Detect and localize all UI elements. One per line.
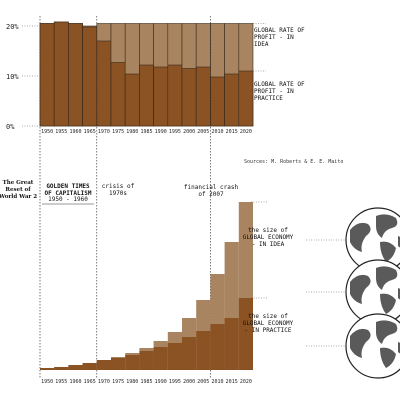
- bar-practice: [96, 360, 111, 370]
- x-tick-label: 1975: [112, 129, 124, 135]
- bar-practice: [53, 21, 69, 127]
- bar-practice: [167, 343, 182, 370]
- bar-practice: [40, 368, 55, 370]
- bar-practice: [195, 66, 211, 127]
- legend-profit-idea: GLOBAL RATE OF PROFIT - IN IDEA: [254, 27, 305, 48]
- x-tick-label: 1995: [169, 379, 181, 385]
- bar-practice: [181, 68, 197, 127]
- x-tick-label: 1970: [98, 129, 110, 135]
- y-tick-label: 10%: [6, 73, 19, 81]
- annotation-great-reset: The Great Reset of World War 2: [0, 180, 37, 200]
- x-tick-label: 2015: [226, 129, 238, 135]
- x-tick-label: 2000: [183, 129, 195, 135]
- bar-practice: [39, 23, 55, 127]
- x-tick-label: 1995: [169, 129, 181, 135]
- legend-economy-practice: the size of GLOBAL ECONOMY - IN PRACTICE: [243, 313, 294, 334]
- bar-practice: [196, 331, 211, 370]
- profit-rate-chart: 0% 10% 20% 1950 1955 1960 1965 1970 1975 1980 1985…: [6, 21, 305, 135]
- x-tick-label: 2000: [183, 379, 195, 385]
- globe-icon: [345, 207, 400, 273]
- bar-practice: [124, 73, 140, 127]
- bar-practice: [54, 367, 69, 370]
- x-tick-label: 1955: [55, 129, 67, 135]
- bar-practice: [238, 298, 253, 370]
- bar-practice: [82, 363, 97, 370]
- annotation-golden-times: GOLDEN TIMES OF CAPITALISM: [45, 183, 92, 197]
- x-tick-label: 1980: [126, 129, 138, 135]
- globe-icon: [345, 259, 400, 325]
- bar-practice: [224, 73, 240, 127]
- x-tick-label: 1965: [84, 129, 96, 135]
- bar-practice: [96, 40, 112, 127]
- bar-practice: [210, 76, 225, 127]
- x-tick-label: 1950: [41, 129, 53, 135]
- bar-practice: [139, 351, 154, 370]
- bar-practice: [110, 62, 126, 127]
- x-tick-label: 2010: [211, 129, 223, 135]
- bar-practice: [238, 70, 254, 127]
- x-tick-label: 1980: [126, 379, 138, 385]
- bar-practice: [153, 347, 168, 370]
- legend-economy-idea: the size of GLOBAL ECONOMY - IN IDEA: [243, 227, 294, 248]
- economy-size-chart: 1950 1955 1960 1965 1970 1975 1980 1985 1990 1995…: [0, 16, 294, 385]
- x-tick-label: 1950: [41, 379, 53, 385]
- x-tick-label: 1985: [140, 379, 152, 385]
- x-tick-label: 1975: [112, 379, 124, 385]
- annotation-crisis-1970s: crisis of 1970s: [102, 183, 135, 197]
- annotation-financial-crash: financial crash of 2007: [184, 184, 239, 198]
- globe-icon: [345, 313, 400, 379]
- x-tick-label: 2020: [240, 129, 252, 135]
- x-tick-label: 2020: [240, 379, 252, 385]
- x-tick-label: 1965: [84, 379, 96, 385]
- x-tick-label: 2005: [197, 129, 209, 135]
- bar-practice: [82, 26, 98, 127]
- y-tick-label: 0%: [6, 123, 15, 131]
- globe-icons: [306, 207, 400, 379]
- x-tick-label: 1990: [155, 129, 167, 135]
- bar-practice: [182, 337, 197, 370]
- bar-practice: [224, 318, 239, 370]
- x-tick-label: 1990: [155, 379, 167, 385]
- x-tick-label: 1955: [55, 379, 67, 385]
- x-tick-label: 1960: [69, 379, 81, 385]
- annotation-golden-years: 1950 - 1960: [48, 196, 88, 203]
- x-tick-label: 1970: [98, 379, 110, 385]
- bar-practice: [139, 64, 154, 127]
- y-tick-label: 20%: [6, 23, 19, 31]
- x-tick-label: 1985: [140, 129, 152, 135]
- x-tick-label: 2010: [211, 379, 223, 385]
- bar-practice: [68, 365, 83, 370]
- bar-practice: [167, 64, 183, 127]
- legend-profit-practice: GLOBAL RATE OF PROFIT - IN PRACTICE: [254, 81, 305, 102]
- sources-note: Sources: M. Roberts & E. E. Maito: [244, 159, 343, 165]
- bar-practice: [68, 23, 83, 127]
- x-tick-label: 1960: [69, 129, 81, 135]
- x-tick-label: 2015: [226, 379, 238, 385]
- x-tick-label: 2005: [197, 379, 209, 385]
- bar-practice: [210, 324, 225, 370]
- bar-practice: [153, 66, 169, 127]
- bar-practice: [125, 355, 140, 370]
- bar-practice: [111, 358, 126, 370]
